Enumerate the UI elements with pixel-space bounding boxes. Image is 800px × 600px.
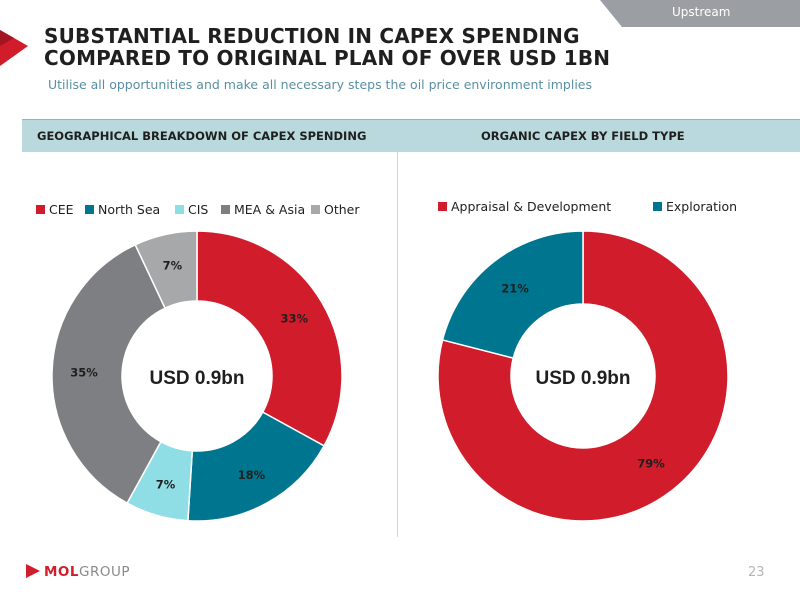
legend-swatch (36, 205, 45, 214)
donut-center-label: USD 0.9bn (149, 368, 244, 389)
footer-logo-bold: MOL (44, 564, 80, 580)
right-section-title: ORGANIC CAPEX BY FIELD TYPE (481, 129, 685, 143)
legend-label: North Sea (98, 202, 161, 217)
legend-swatch (221, 205, 230, 214)
donut-slice-other (134, 230, 198, 310)
footer-logo-text: MOLGROUP (44, 564, 130, 580)
page-title-line1: SUBSTANTIAL REDUCTION IN CAPEX SPENDING (44, 24, 580, 48)
data-label: 79% (637, 457, 665, 471)
legend-item: Exploration (653, 199, 737, 214)
legend-label: Other (324, 202, 360, 217)
page-number: 23 (748, 565, 765, 580)
legend-label: Appraisal & Development (451, 199, 612, 214)
section-tab: Upstream (600, 0, 800, 27)
donut-slice-mea-asia (51, 243, 167, 505)
page-title: SUBSTANTIAL REDUCTION IN CAPEX SPENDING … (44, 25, 610, 69)
legend-swatch (175, 205, 184, 214)
legend-swatch (85, 205, 94, 214)
legend-swatch (311, 205, 320, 214)
legend-item: North Sea (85, 202, 160, 217)
mol-mark-icon (0, 30, 28, 66)
section-tab-label: Upstream (672, 5, 731, 19)
left-section-title: GEOGRAPHICAL BREAKDOWN OF CAPEX SPENDING (37, 129, 367, 143)
legend-item: MEA & Asia (221, 202, 305, 217)
page-subtitle: Utilise all opportunities and make all n… (48, 77, 593, 92)
column-divider (397, 151, 398, 537)
legend-item: CIS (175, 202, 208, 217)
data-label: 18% (238, 468, 266, 482)
donut-chart-field-type: 79% 21% USD 0.9bn (437, 230, 729, 522)
data-label: 7% (156, 478, 176, 492)
section-tab-shape (600, 0, 800, 27)
donut-chart-geographical: 33% 18% 7% 35% 7% USD 0.9bn (51, 230, 343, 522)
data-label: 21% (501, 281, 529, 295)
donut-slice-exploration (441, 230, 584, 360)
legend-item: CEE (36, 202, 74, 217)
donut-slice-cee (196, 230, 343, 447)
data-label: 33% (280, 311, 308, 325)
legend-swatch (438, 202, 447, 211)
legend-item: Appraisal & Development (438, 199, 611, 214)
section-band (22, 119, 800, 152)
page-title-line2: COMPARED TO ORIGINAL PLAN OF OVER USD 1B… (44, 46, 611, 70)
data-label: 7% (163, 259, 183, 273)
legend-label: CIS (188, 202, 209, 217)
legend-label: Exploration (666, 199, 738, 214)
mol-logo-icon (26, 564, 40, 578)
legend-item: Other (311, 202, 360, 217)
data-label: 35% (70, 365, 98, 379)
legend-label: CEE (49, 202, 74, 217)
footer-logo-light: GROUP (79, 564, 131, 580)
legend-label: MEA & Asia (234, 202, 306, 217)
donut-slice-appraisal-development (437, 230, 729, 522)
legend-swatch (653, 202, 662, 211)
donut-slice-north-sea (187, 411, 326, 522)
donut-center-label: USD 0.9bn (535, 368, 630, 389)
